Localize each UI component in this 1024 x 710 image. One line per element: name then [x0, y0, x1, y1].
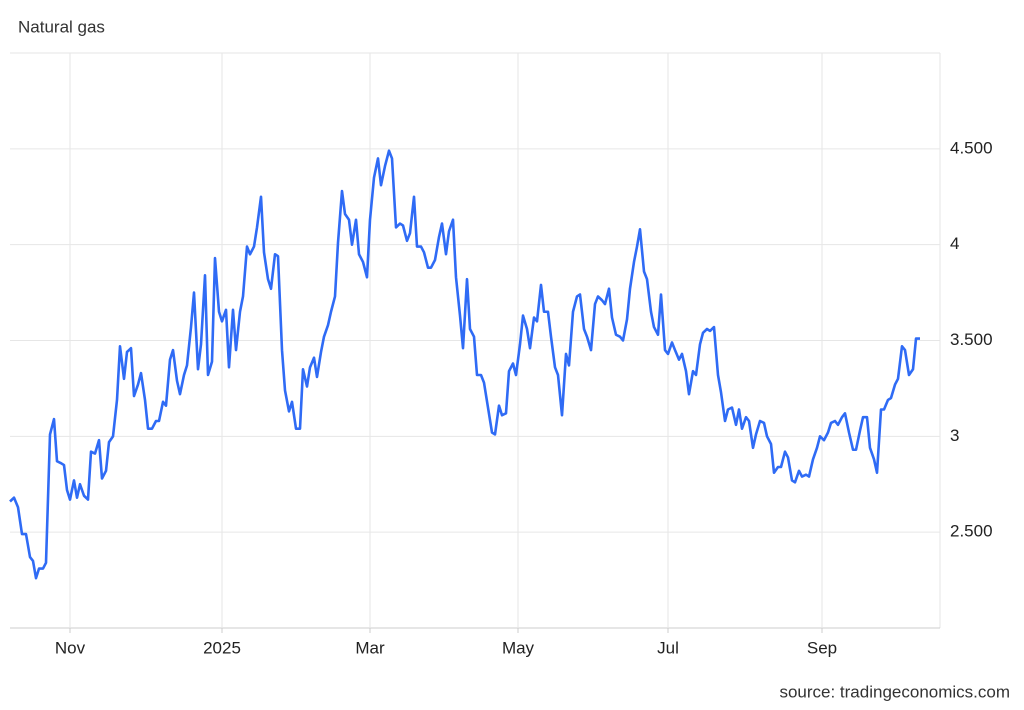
y-tick-label: 2.500 [950, 522, 993, 541]
source-note: source: tradingeconomics.com [779, 682, 1010, 701]
x-tick-label: Mar [355, 638, 385, 657]
x-tick-label: May [502, 638, 535, 657]
y-tick-label: 4.500 [950, 138, 993, 157]
x-tick-label: 2025 [203, 638, 241, 657]
chart-title: Natural gas [18, 17, 105, 36]
x-tick-label: Sep [807, 638, 837, 657]
price-line [9, 149, 920, 580]
x-tick-label: Jul [657, 638, 679, 657]
y-tick-label: 3 [950, 426, 959, 445]
y-tick-label: 4 [950, 234, 959, 253]
x-tick-label: Nov [55, 638, 86, 657]
y-tick-label: 3.500 [950, 330, 993, 349]
